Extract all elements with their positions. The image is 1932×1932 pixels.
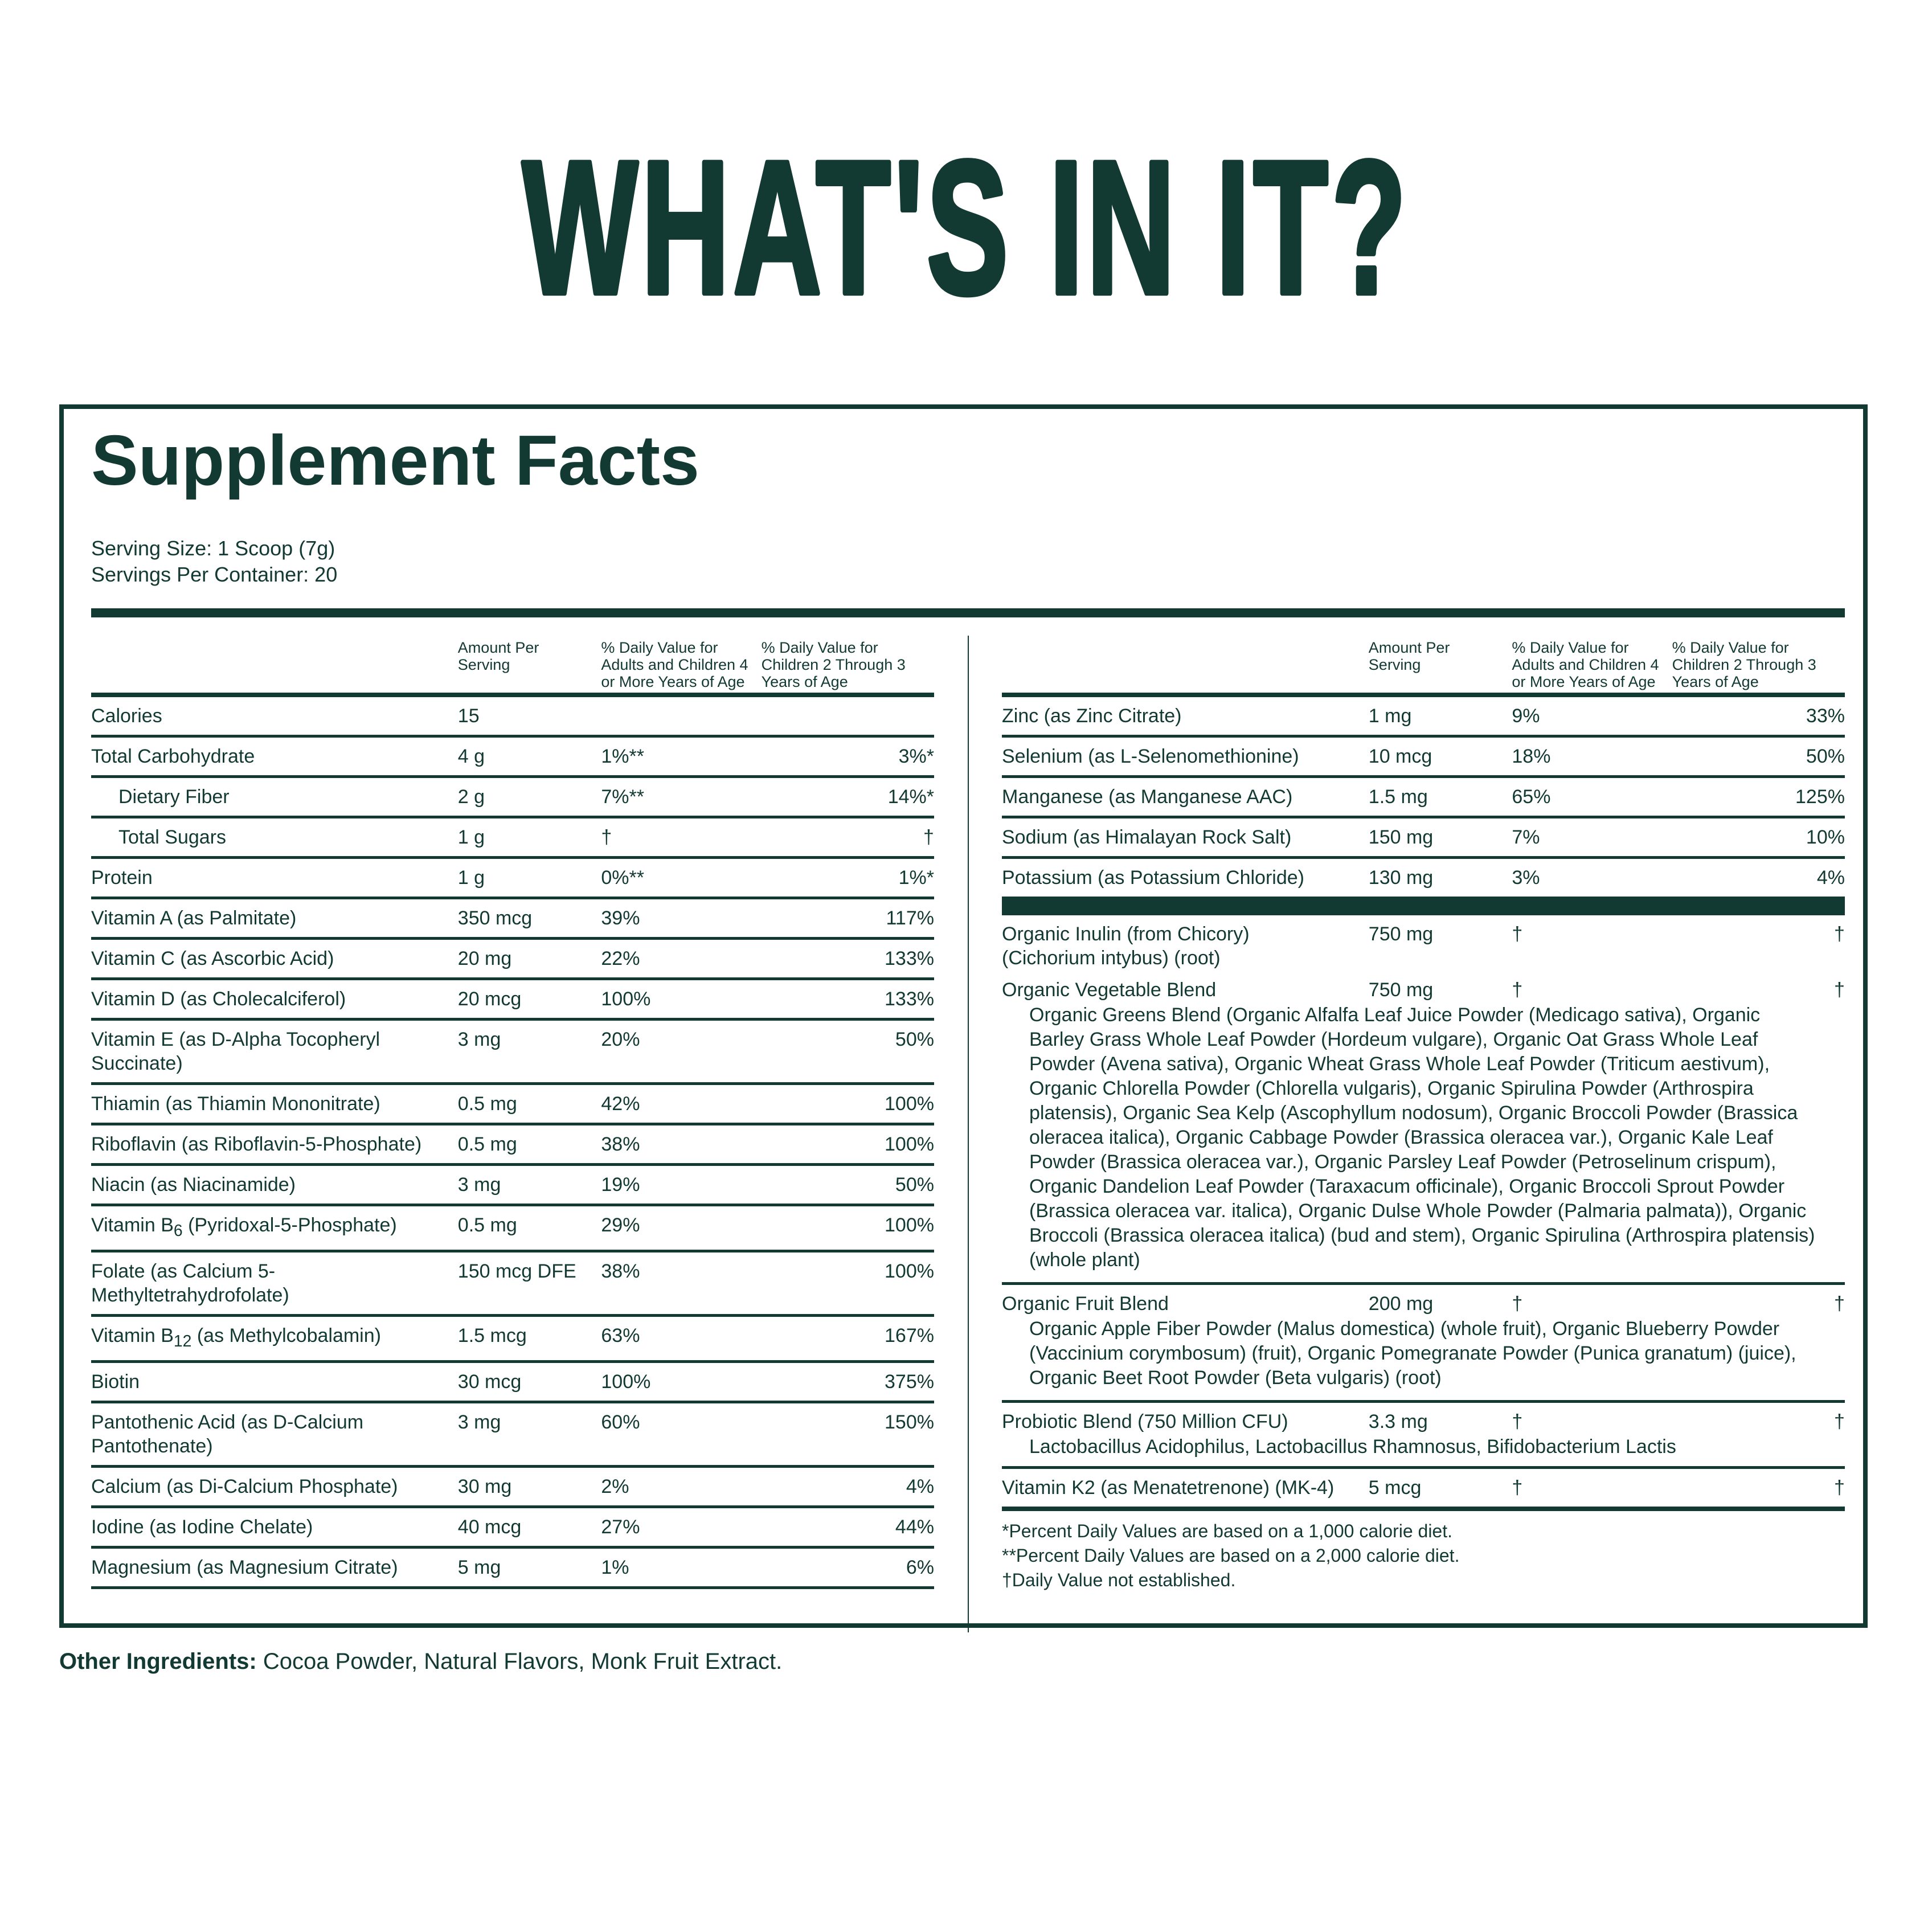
- svg-text:WHAT'S IN IT?: WHAT'S IN IT?: [522, 122, 1410, 308]
